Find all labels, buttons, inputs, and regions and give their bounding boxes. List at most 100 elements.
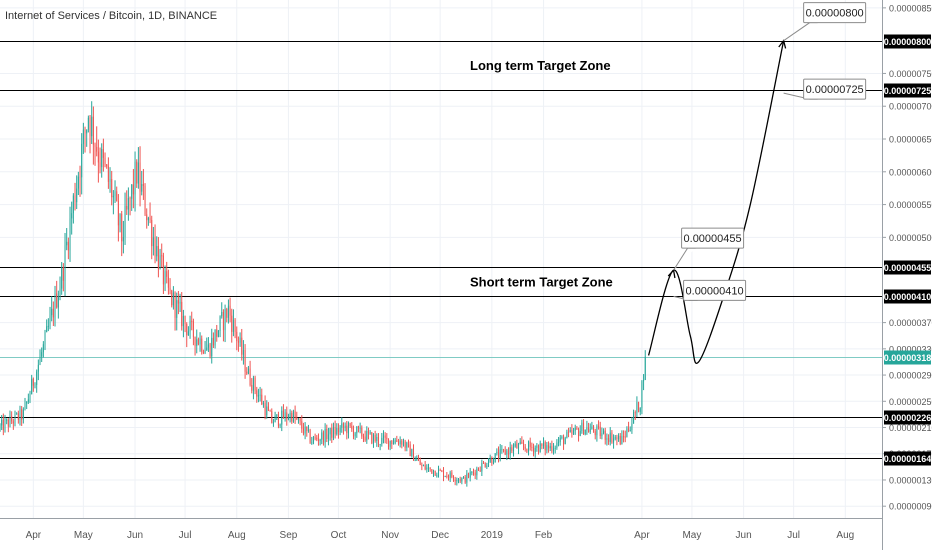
candle-body [287,418,289,420]
price-tick-label: 0.00000500 [889,233,932,243]
candle-body [167,276,169,288]
candle-body [204,350,206,353]
price-tick-label: 0.00000130 [889,475,932,485]
projection [647,39,787,364]
candle-body [326,429,328,439]
candle-body [443,470,445,477]
candle-body [486,465,488,467]
candle-body [174,292,176,318]
candle-body [404,441,406,448]
candle-body [601,433,603,436]
zone-labels: Long term Target Zone Short term Target Z… [470,58,613,289]
candle-body [406,442,408,448]
candle-body [543,442,545,446]
candle-body [202,351,204,353]
candle-body [581,422,583,432]
candle-body [81,143,83,178]
candle-body [239,337,241,343]
candle-body [296,417,298,420]
candle-body [77,176,79,189]
candle-body [34,384,36,386]
candle-body [144,185,146,215]
level-tag [884,410,931,425]
candle-body [573,430,575,434]
projection-arrow-short [667,268,676,279]
candle-body [631,423,633,431]
candle-body [329,427,331,435]
candle-body [458,479,460,481]
candle-body [576,427,578,430]
candle-body [614,437,616,439]
candle-body [201,338,203,352]
candle-body [536,445,538,448]
candle-body [332,427,334,438]
candle-body [364,436,366,441]
candle-body [559,437,561,443]
candle-body [262,402,264,405]
candle-body [324,429,326,443]
candle-body [307,429,309,431]
candle-body [76,188,78,203]
candle-body [508,450,510,455]
callout-label: 0.00000800 [806,8,864,20]
candle-body [574,427,576,431]
candle-body [301,421,303,429]
candle-body [171,290,173,306]
candle-body [336,428,338,435]
candle-body [561,436,563,438]
candle-body [394,440,396,444]
candle-body [46,326,48,333]
candle-body [603,430,605,434]
candle-body [7,419,9,427]
candle-body [224,308,226,331]
time-axis[interactable]: Apr May Jun Jul Aug Sep Oct Nov Dec 2019 Feb Apr May… [0,518,882,542]
candle-body [476,468,478,476]
candle-body [51,308,53,316]
candle-body [66,241,68,246]
candle-body [166,271,168,277]
candle-body [254,377,256,391]
candle-body [554,447,556,449]
candle-body [184,315,186,324]
candle-body [282,410,284,419]
candle-body [129,198,131,200]
candle-body [246,371,248,374]
candle-body [207,344,209,348]
candle-body [87,117,89,130]
candle-body [292,411,294,422]
candle-body [369,432,371,434]
candle-body [463,476,465,479]
price-tick-label: 0.00000250 [889,397,932,407]
level-tag [884,34,931,49]
candle-body [374,434,376,441]
price-axis[interactable]: 0.000000900.000001300.000001700.00000210… [882,0,932,550]
candle-body [74,195,76,203]
candle-body [227,305,229,318]
candle-body [196,339,198,346]
candle-body [608,438,610,442]
candle-body [72,195,74,214]
candle-body [112,195,114,198]
candle-body [191,320,193,322]
candle-body [441,470,443,472]
candle-body [127,198,129,210]
candle-body [117,200,119,226]
candle-body [152,237,154,247]
price-tick-label: 0.00000850 [889,3,932,13]
candle-body [399,440,401,445]
candle-body [97,151,99,163]
candle-body [539,443,541,453]
candle-body [526,448,528,452]
candle-body [106,164,108,167]
candle-body [2,419,4,431]
candle-body [424,465,426,470]
candle-body [498,451,500,459]
candle-body [387,438,389,447]
candle-body [71,213,73,219]
candle-body [217,330,219,337]
candle-body [169,287,171,291]
candle-body [334,427,336,435]
candle-body [491,457,493,464]
candle-body [121,213,123,242]
candle-body [566,431,568,439]
